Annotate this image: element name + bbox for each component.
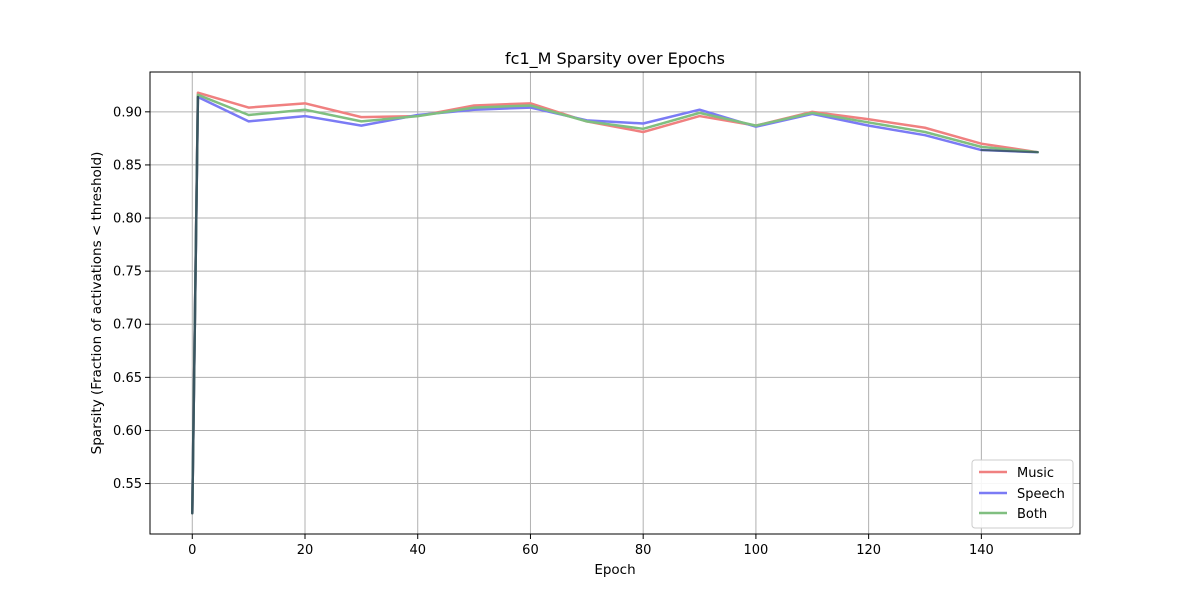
legend-label-both: Both bbox=[1017, 507, 1047, 522]
chart-title: fc1_M Sparsity over Epochs bbox=[505, 49, 725, 69]
plot-frame bbox=[149, 71, 1081, 535]
x-tick-label: 0 bbox=[188, 543, 196, 558]
series-overlap-initial bbox=[191, 95, 200, 515]
x-tick-label: 20 bbox=[297, 543, 314, 558]
y-tick-label: 0.80 bbox=[113, 212, 142, 227]
x-tick-label: 80 bbox=[635, 543, 652, 558]
y-axis-label: Sparsity (Fraction of activations < thre… bbox=[89, 152, 105, 455]
y-tick-label: 0.65 bbox=[113, 371, 142, 386]
series-overlap-tail bbox=[980, 149, 1039, 154]
y-tick-label: 0.60 bbox=[113, 424, 142, 439]
x-tick-label: 120 bbox=[856, 543, 881, 558]
x-tick-label: 140 bbox=[969, 543, 994, 558]
legend-label-music: Music bbox=[1017, 466, 1054, 481]
legend-box bbox=[971, 459, 1074, 529]
x-tick-label: 100 bbox=[743, 543, 768, 558]
legend-label-speech: Speech bbox=[1017, 487, 1065, 502]
series-line-both bbox=[191, 93, 1039, 515]
y-tick-label: 0.55 bbox=[113, 477, 142, 492]
axis-ticks: 0 20 40 60 80 100 120 140 0.55 0.60 0.65 0.70 0.75 0.… bbox=[113, 105, 994, 558]
legend: Music Speech Both bbox=[971, 459, 1074, 529]
x-tick-label: 40 bbox=[409, 543, 426, 558]
series-lines bbox=[191, 91, 1039, 515]
x-axis-label: Epoch bbox=[594, 562, 635, 578]
y-tick-label: 0.90 bbox=[113, 105, 142, 120]
y-tick-label: 0.70 bbox=[113, 318, 142, 333]
y-tick-label: 0.85 bbox=[113, 158, 142, 173]
x-tick-label: 60 bbox=[522, 543, 539, 558]
y-tick-label: 0.75 bbox=[113, 265, 142, 280]
